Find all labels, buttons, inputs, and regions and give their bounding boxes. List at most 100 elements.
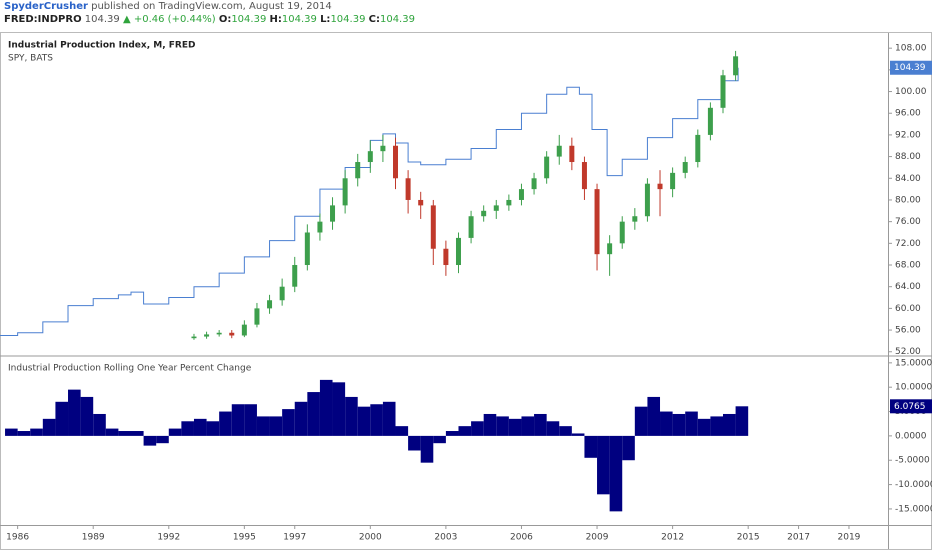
candle-body xyxy=(493,205,499,211)
candle-body xyxy=(430,205,436,249)
bar xyxy=(471,421,484,436)
candle-body xyxy=(682,162,688,173)
bar xyxy=(93,413,106,436)
bar xyxy=(30,428,43,436)
y-tick-label: 80.00 xyxy=(895,195,921,205)
bar xyxy=(647,396,661,436)
bar xyxy=(130,431,144,436)
h-value: 104.39 xyxy=(281,14,317,25)
bar xyxy=(483,413,497,436)
y-tick-label: 68.00 xyxy=(895,261,921,271)
x-tick-label: 2003 xyxy=(434,533,457,543)
h-label: H: xyxy=(269,14,282,25)
header-line-1: SpyderCrusher published on TradingView.c… xyxy=(4,0,415,13)
x-tick-label: 1989 xyxy=(82,533,105,543)
candle-body xyxy=(317,221,323,233)
bar xyxy=(256,416,270,436)
y-tick-label: -15.0000 xyxy=(895,504,932,514)
candle-body xyxy=(443,248,449,266)
candle-body xyxy=(330,205,336,222)
x-tick-label: 2019 xyxy=(838,533,861,543)
bar xyxy=(634,406,648,436)
candle-body xyxy=(405,178,411,200)
pane-title: Industrial Production Index, M, FRED xyxy=(8,41,195,51)
bar xyxy=(395,426,409,436)
l-value: 104.39 xyxy=(330,14,366,25)
bar xyxy=(420,435,434,463)
bar xyxy=(118,431,131,436)
bar xyxy=(546,421,560,436)
bar xyxy=(68,389,81,436)
bar xyxy=(622,435,635,461)
bar xyxy=(307,392,320,436)
candle-body xyxy=(695,134,701,163)
bar xyxy=(42,418,56,436)
bar xyxy=(496,416,509,436)
bar xyxy=(710,416,723,436)
last-value-box xyxy=(890,399,932,414)
x-tick-label: 1995 xyxy=(233,533,256,543)
symbol: FRED:INDPRO xyxy=(4,14,82,25)
y-tick-label: 60.00 xyxy=(895,304,921,314)
bar xyxy=(357,406,371,436)
y-tick-label: 72.00 xyxy=(895,239,921,249)
y-tick-label: -5.0000 xyxy=(895,456,930,466)
y-tick-label: 56.00 xyxy=(895,326,921,336)
bar xyxy=(660,411,673,436)
bar xyxy=(244,404,257,436)
candle-body xyxy=(279,286,285,301)
candle-body xyxy=(342,178,348,206)
bar xyxy=(697,418,711,436)
y-tick-label: 96.00 xyxy=(895,109,921,119)
y-tick-label: 92.00 xyxy=(895,130,921,140)
candle-body xyxy=(468,216,474,238)
bar xyxy=(294,401,308,436)
bar xyxy=(168,428,182,436)
x-tick-label: 2012 xyxy=(661,533,684,543)
y-tick-label: 100.00 xyxy=(895,87,927,97)
pane-subtitle: SPY, BATS xyxy=(8,54,53,64)
candle-body xyxy=(355,162,361,179)
x-tick-label: 2006 xyxy=(510,533,533,543)
published: published on TradingView.com, August 19,… xyxy=(91,1,332,12)
bar xyxy=(345,396,358,436)
bar xyxy=(458,426,472,436)
x-tick-label: 1986 xyxy=(6,533,29,543)
bar xyxy=(508,418,522,436)
bar xyxy=(181,421,194,436)
bar xyxy=(433,435,446,444)
header-line-2: FRED:INDPRO 104.39 ▲ +0.46 (+0.44%) O:10… xyxy=(4,13,415,26)
y-tick-label: 52.00 xyxy=(895,347,921,357)
candle-body xyxy=(191,336,197,339)
x-tick-label: 2009 xyxy=(586,533,609,543)
y-tick-label: 15.0000 xyxy=(895,358,932,368)
x-tick-label: 2017 xyxy=(787,533,810,543)
header: SpyderCrusher published on TradingView.c… xyxy=(4,0,415,26)
l-label: L: xyxy=(320,14,331,25)
bar xyxy=(672,413,686,436)
o-value: 104.39 xyxy=(231,14,267,25)
c-label: C: xyxy=(368,14,380,25)
y-tick-label: 108.00 xyxy=(895,44,927,54)
candle-body xyxy=(292,265,298,287)
bar xyxy=(722,413,736,436)
candle-body xyxy=(204,334,210,337)
bar xyxy=(332,382,346,436)
bar xyxy=(597,435,610,495)
candle-body xyxy=(254,308,260,325)
candle-body xyxy=(380,145,386,152)
candle-body xyxy=(569,145,575,163)
author[interactable]: SpyderCrusher xyxy=(4,1,88,12)
candle-body xyxy=(481,210,487,217)
bar xyxy=(534,413,547,436)
y-tick-label: 64.00 xyxy=(895,282,921,292)
bar xyxy=(143,435,157,446)
y-tick-label: 76.00 xyxy=(895,217,921,227)
x-tick-label: 1997 xyxy=(283,533,306,543)
bar xyxy=(735,406,749,436)
x-tick-label: 2015 xyxy=(737,533,760,543)
y-tick-label: 0.0000 xyxy=(895,431,927,441)
candle-body xyxy=(531,178,537,190)
